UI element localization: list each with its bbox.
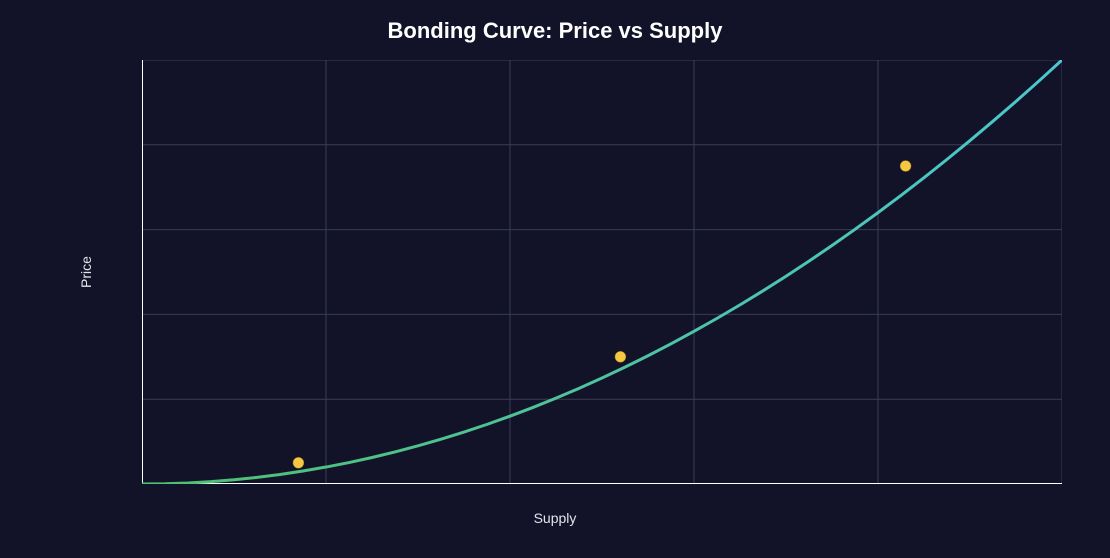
data-point-marker <box>900 161 911 172</box>
bonding-curve-line <box>142 60 1062 484</box>
data-point-marker <box>615 351 626 362</box>
chart-title: Bonding Curve: Price vs Supply <box>0 18 1110 44</box>
chart-container: Bonding Curve: Price vs Supply Price Sup… <box>0 0 1110 558</box>
y-axis-label: Price <box>78 256 94 288</box>
x-axis-label: Supply <box>0 510 1110 526</box>
plot-area <box>142 60 1062 484</box>
data-point-marker <box>293 457 304 468</box>
